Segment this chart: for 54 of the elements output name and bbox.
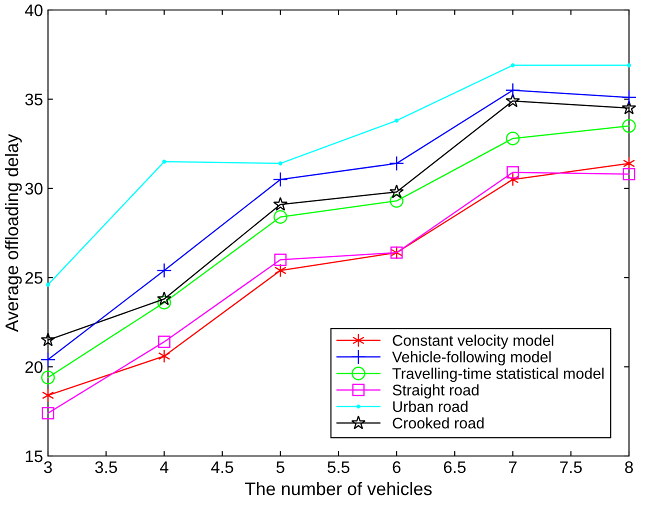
point: [158, 336, 170, 348]
point: [158, 349, 170, 363]
x-axis-title: The number of vehicles: [245, 482, 432, 496]
x-tick-label: 7: [509, 461, 517, 473]
y-tick-label: 30: [25, 182, 42, 195]
x-tick-label: 6: [392, 461, 400, 474]
point: [157, 296, 172, 310]
point: [162, 160, 166, 164]
y-tick-label: 15: [26, 450, 42, 462]
legend-label: Urban road: [393, 400, 468, 412]
point: [389, 184, 404, 198]
legend-label: Straight road: [392, 384, 479, 398]
point: [46, 282, 50, 287]
x-tick-label: 5: [276, 461, 284, 474]
y-tick-label: 20: [25, 361, 42, 374]
point: [273, 196, 288, 211]
x-tick-label: 3.5: [95, 461, 117, 474]
point: [40, 332, 56, 346]
x-tick-label: 3: [44, 461, 52, 474]
point: [626, 63, 632, 68]
x-tick-label: 4: [160, 461, 168, 473]
x-tick-label: 5.5: [328, 461, 350, 474]
x-tick-label: 6.5: [444, 461, 466, 474]
legend-label: Vehicle-following model: [392, 351, 551, 366]
y-axis-title: Average offloading delay: [4, 134, 22, 332]
point: [274, 210, 288, 224]
y-tick-label: 40: [24, 4, 42, 16]
point: [389, 156, 404, 171]
x-tick-label: 8: [625, 461, 633, 474]
y-tick-label: 35: [25, 94, 42, 106]
point: [506, 93, 520, 108]
legend-label: Constant velocity model: [392, 334, 554, 349]
legend-label: Crooked road: [392, 417, 484, 429]
point: [510, 63, 515, 68]
point: [621, 90, 637, 105]
point: [506, 132, 520, 146]
point: [156, 291, 172, 306]
point: [42, 407, 54, 420]
point: [622, 168, 636, 180]
point: [156, 262, 172, 278]
point: [274, 254, 287, 266]
x-tick-label: 4.5: [211, 461, 234, 474]
point: [622, 100, 636, 114]
point: [390, 194, 404, 208]
legend-label: Travelling-time statistical model: [392, 368, 604, 382]
point: [41, 370, 55, 384]
point: [622, 119, 636, 133]
point: [505, 82, 520, 98]
point: [278, 161, 282, 166]
point: [394, 118, 399, 123]
point: [506, 166, 519, 179]
y-tick-label: 25: [25, 272, 42, 284]
point: [272, 172, 288, 188]
x-tick-label: 7.5: [560, 461, 582, 474]
